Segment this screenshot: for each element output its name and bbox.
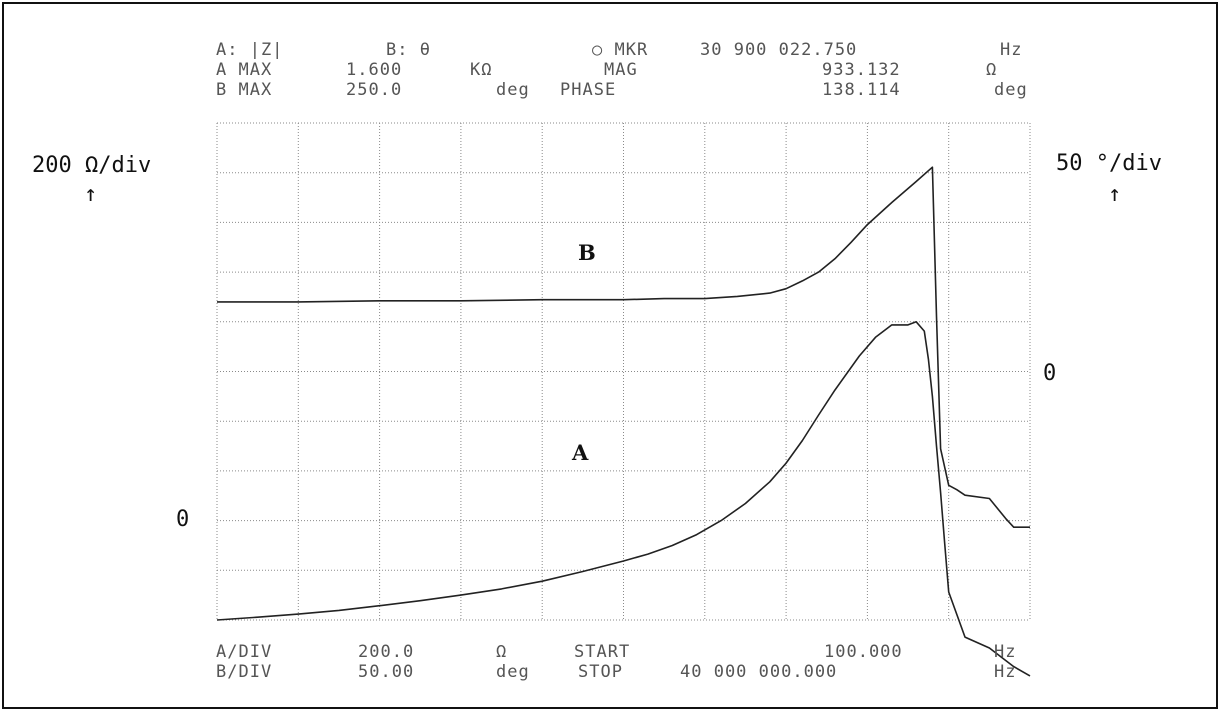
b-max-value: 250.0	[346, 80, 403, 100]
a-max-value: 1.600	[346, 60, 403, 80]
marker-label: ○ MKR	[592, 40, 649, 60]
b-per-div-value: 50.00	[358, 662, 415, 682]
marker-magnitude-value: 933.132	[822, 60, 901, 80]
trace-a-annotation: A	[572, 440, 589, 465]
right-scale-arrow: ↑	[1108, 182, 1122, 207]
plot-grid	[216, 122, 1031, 621]
a-per-div-unit: Ω	[496, 642, 508, 662]
marker-phase-value: 138.114	[822, 80, 901, 100]
b-zero-label: 0	[1043, 361, 1057, 386]
start-frequency: 100.000	[824, 642, 903, 662]
left-scale-label: 200 Ω/div	[32, 153, 152, 178]
a-parameter-label: A: |Z|	[216, 40, 284, 60]
start-label: START	[574, 642, 631, 662]
b-max-label: B MAX	[216, 80, 273, 100]
plot-traces	[216, 166, 1031, 677]
marker-phase-label: PHASE	[560, 80, 617, 100]
b-per-div-label: B/DIV	[216, 662, 273, 682]
a-per-div-label: A/DIV	[216, 642, 273, 662]
a-max-label: A MAX	[216, 60, 273, 80]
marker-magnitude-label: MAG	[604, 60, 638, 80]
start-frequency-unit: Hz	[994, 642, 1017, 662]
b-per-div-unit: deg	[496, 662, 530, 682]
trace-b	[217, 166, 1030, 529]
marker-frequency: 30 900 022.750	[700, 40, 858, 60]
b-max-unit: deg	[496, 80, 530, 100]
stop-label: STOP	[578, 662, 623, 682]
marker-magnitude-unit: Ω	[986, 60, 998, 80]
marker-frequency-unit: Hz	[1000, 40, 1023, 60]
stop-frequency-unit: Hz	[994, 662, 1017, 682]
b-parameter-label: B: θ	[386, 40, 431, 60]
marker-phase-unit: deg	[994, 80, 1028, 100]
stop-frequency: 40 000 000.000	[680, 662, 838, 682]
trace-a	[216, 320, 1031, 677]
a-max-unit: KΩ	[470, 60, 493, 80]
trace-b-annotation: B	[578, 240, 596, 265]
right-scale-label: 50 °/div	[1056, 151, 1162, 176]
left-scale-arrow: ↑	[84, 182, 98, 207]
a-per-div-value: 200.0	[358, 642, 415, 662]
a-zero-label: 0	[176, 507, 190, 532]
